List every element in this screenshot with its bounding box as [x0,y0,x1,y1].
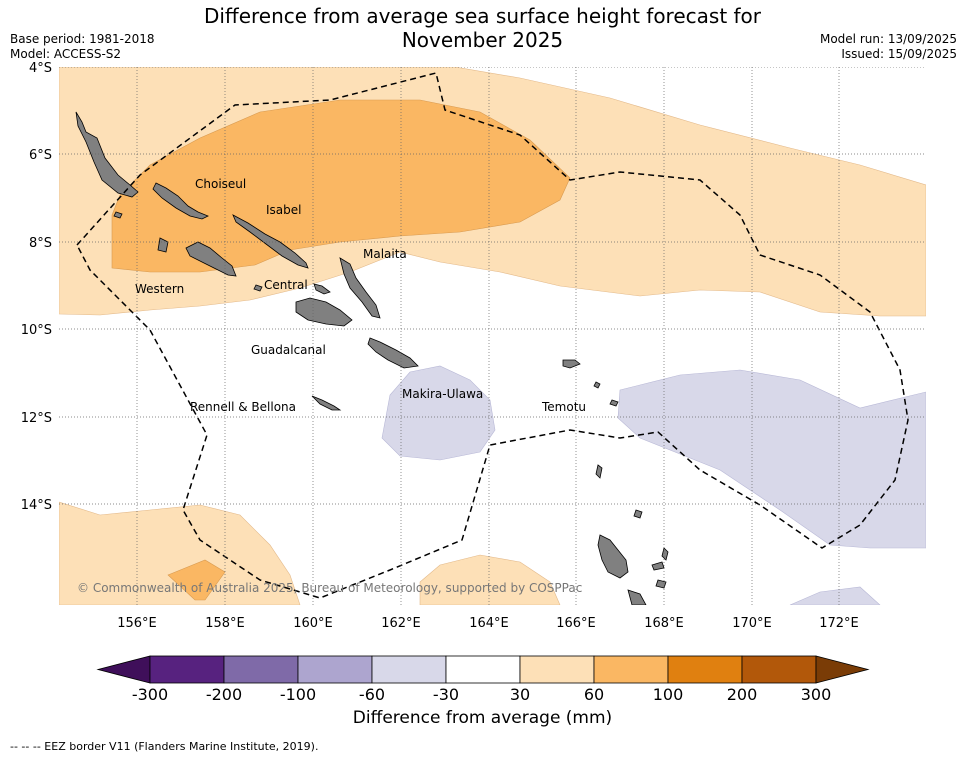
contour-60-100-south [167,559,226,601]
contour-minus60-minus30-south [789,586,881,605]
lat-label-14s: 14°S [21,498,52,513]
colorbar-swatch [593,655,669,684]
island-small-6 [113,211,123,219]
colorbar-tick-label: -100 [280,685,316,704]
base-period: Base period: 1981-2018 [10,32,155,46]
island-isabel [232,214,309,269]
colorbar-tick-label: -200 [206,685,242,704]
title-line-2: November 2025 [401,28,564,52]
island-malakula [627,589,647,605]
island-small-4 [593,381,601,389]
lon-label-160: 160°E [293,616,333,631]
island-small-3 [609,399,619,407]
colorbar-swatch [297,655,373,684]
eez-border [76,72,909,599]
island-choiseul [152,182,209,220]
contour-minus60-minus30-makira [381,365,496,461]
label-temotu: Temotu [541,400,586,414]
lon-label-156: 156°E [117,616,157,631]
colorbar-extend-low [96,655,151,684]
colorbar-tick-labels: -300 -200 -100 -60 -30 30 60 100 200 300 [132,685,831,704]
island-vella [157,237,169,253]
colorbar-tick-label: 100 [653,685,684,704]
lon-label-172: 172°E [819,616,859,631]
label-malaita: Malaita [363,247,407,261]
island-small-1 [661,547,669,561]
colorbar-swatch [149,655,225,684]
label-isabel: Isabel [266,203,301,217]
island-new-georgia [185,241,237,277]
island-small-8 [655,579,667,589]
graticule [59,67,926,605]
island-malaita [339,257,381,319]
label-choiseul: Choiseul [195,177,246,191]
island-small-7 [595,464,603,479]
contour-30-60-southwest [59,501,301,605]
island-small-5 [253,284,263,292]
colorbar-tick-label: 300 [801,685,832,704]
lon-label-168: 168°E [644,616,684,631]
lon-label-170: 170°E [732,616,772,631]
label-central: Central [264,278,308,292]
lat-label-4s: 4°S [29,61,52,76]
colorbar-tick-label: -60 [359,685,385,704]
colorbar-swatch [371,655,447,684]
province-labels: Choiseul Isabel Malaita Western Central … [135,177,586,414]
lat-label-6s: 6°S [29,148,52,163]
title-line-1: Difference from average sea surface heig… [203,4,762,28]
colorbar-swatch [445,655,521,684]
colorbar-extend-high [815,655,870,684]
colorbar-tick-label: 200 [727,685,758,704]
land-masses [75,111,669,605]
island-small-2 [633,509,643,519]
colorbar-swatch [223,655,299,684]
lat-label-12s: 12°S [21,411,52,426]
label-western: Western [135,282,184,296]
colorbar-tick-label: 30 [510,685,530,704]
label-makira-ulawa: Makira-Ulawa [402,387,483,401]
contour-minus60-minus30-east [617,369,926,549]
model-name: Model: ACCESS-S2 [10,47,122,61]
lat-axis-labels: 4°S 6°S 8°S 10°S 12°S 14°S [21,61,52,513]
meta-left: Base period: 1981-2018 Model: ACCESS-S2 [10,32,155,62]
lon-label-164: 164°E [469,616,509,631]
island-guadalcanal [295,297,353,327]
copyright-notice: © Commonwealth of Australia 2025, Bureau… [77,581,582,595]
island-rennell [311,395,342,411]
island-makira [367,337,419,369]
colorbar-title: Difference from average (mm) [352,708,613,728]
map-title: Difference from average sea surface heig… [0,4,965,52]
colorbar-swatch [741,655,817,684]
issued-date: Issued: 15/09/2025 [841,47,957,61]
eez-legend-footnote: -- -- -- EEZ border V11 (Flanders Marine… [10,740,319,753]
meta-right: Model run: 13/09/2025 Issued: 15/09/2025 [820,32,957,62]
lon-label-166: 166°E [556,616,596,631]
colorbar-swatch [519,655,595,684]
colorbar-tick-label: 60 [584,685,604,704]
lat-label-10s: 10°S [21,323,52,338]
contour-30-60-south [419,554,561,605]
island-florida [313,283,331,295]
label-rennell-bellona: Rennell & Bellona [190,400,296,414]
map-canvas: Choiseul Isabel Malaita Western Central … [21,61,926,631]
island-bougainville [75,111,139,198]
colorbar-tick-label: -300 [132,685,168,704]
lon-label-158: 158°E [205,616,245,631]
lon-label-162: 162°E [381,616,421,631]
colorbar-tick-label: -30 [433,685,459,704]
colorbar-swatches [96,655,870,684]
model-run: Model run: 13/09/2025 [819,32,957,46]
lon-axis-labels: 156°E 158°E 160°E 162°E 164°E 166°E 168°… [117,616,859,631]
lat-label-8s: 8°S [29,236,52,251]
colorbar-swatch [667,655,743,684]
label-guadalcanal: Guadalcanal [251,343,326,357]
map-layers: Choiseul Isabel Malaita Western Central … [59,67,926,605]
island-espiritu-santo [597,534,629,579]
